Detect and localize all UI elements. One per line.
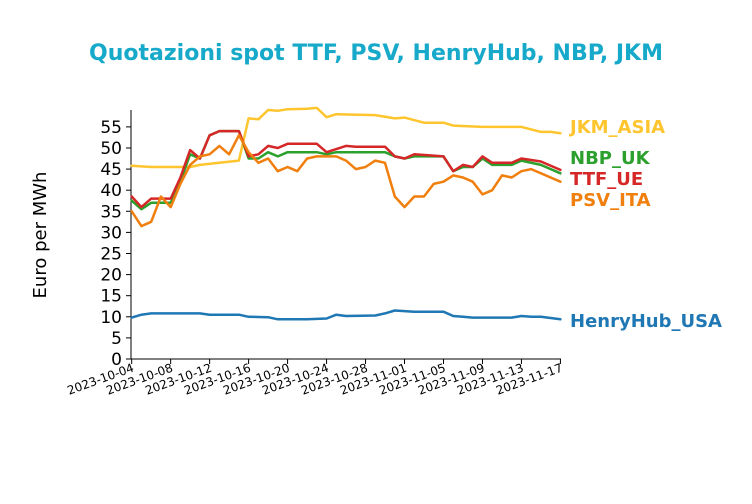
series-label-jkm-asia: JKM_ASIA	[568, 117, 665, 138]
y-tick-label: 0	[111, 350, 122, 370]
y-tick-label: 50	[100, 139, 122, 159]
chart-title: Quotazioni spot TTF, PSV, HenryHub, NBP,…	[89, 41, 663, 66]
y-axis-label: Euro per MWh	[30, 172, 51, 299]
series-line-nbp-uk	[130, 129, 562, 211]
y-tick-label: 5	[111, 329, 122, 349]
series-line-jkm-asia	[130, 106, 562, 169]
y-tick-label: 35	[100, 202, 122, 222]
series-line-psv-ita	[130, 134, 562, 228]
y-tick-label: 40	[100, 181, 122, 201]
y-tick-label: 15	[100, 287, 122, 307]
y-tick-label: 10	[100, 308, 122, 328]
series-line-henryhub-usa	[130, 309, 562, 321]
y-tick-label: 55	[100, 118, 122, 138]
series-label-nbp-uk: NBP_UK	[570, 148, 651, 169]
y-tick-label: 45	[100, 160, 122, 180]
series-line-ttf-ue	[130, 129, 562, 209]
series-label-ttf-ue: TTF_UE	[570, 169, 643, 190]
series-lines	[130, 106, 562, 321]
y-tick-label: 25	[100, 244, 122, 264]
series-label-psv-ita: PSV_ITA	[570, 190, 651, 211]
series-label-henryhub-usa: HenryHub_USA	[570, 311, 722, 332]
y-tick-label: 30	[100, 223, 122, 243]
y-tick-label: 20	[100, 266, 122, 286]
